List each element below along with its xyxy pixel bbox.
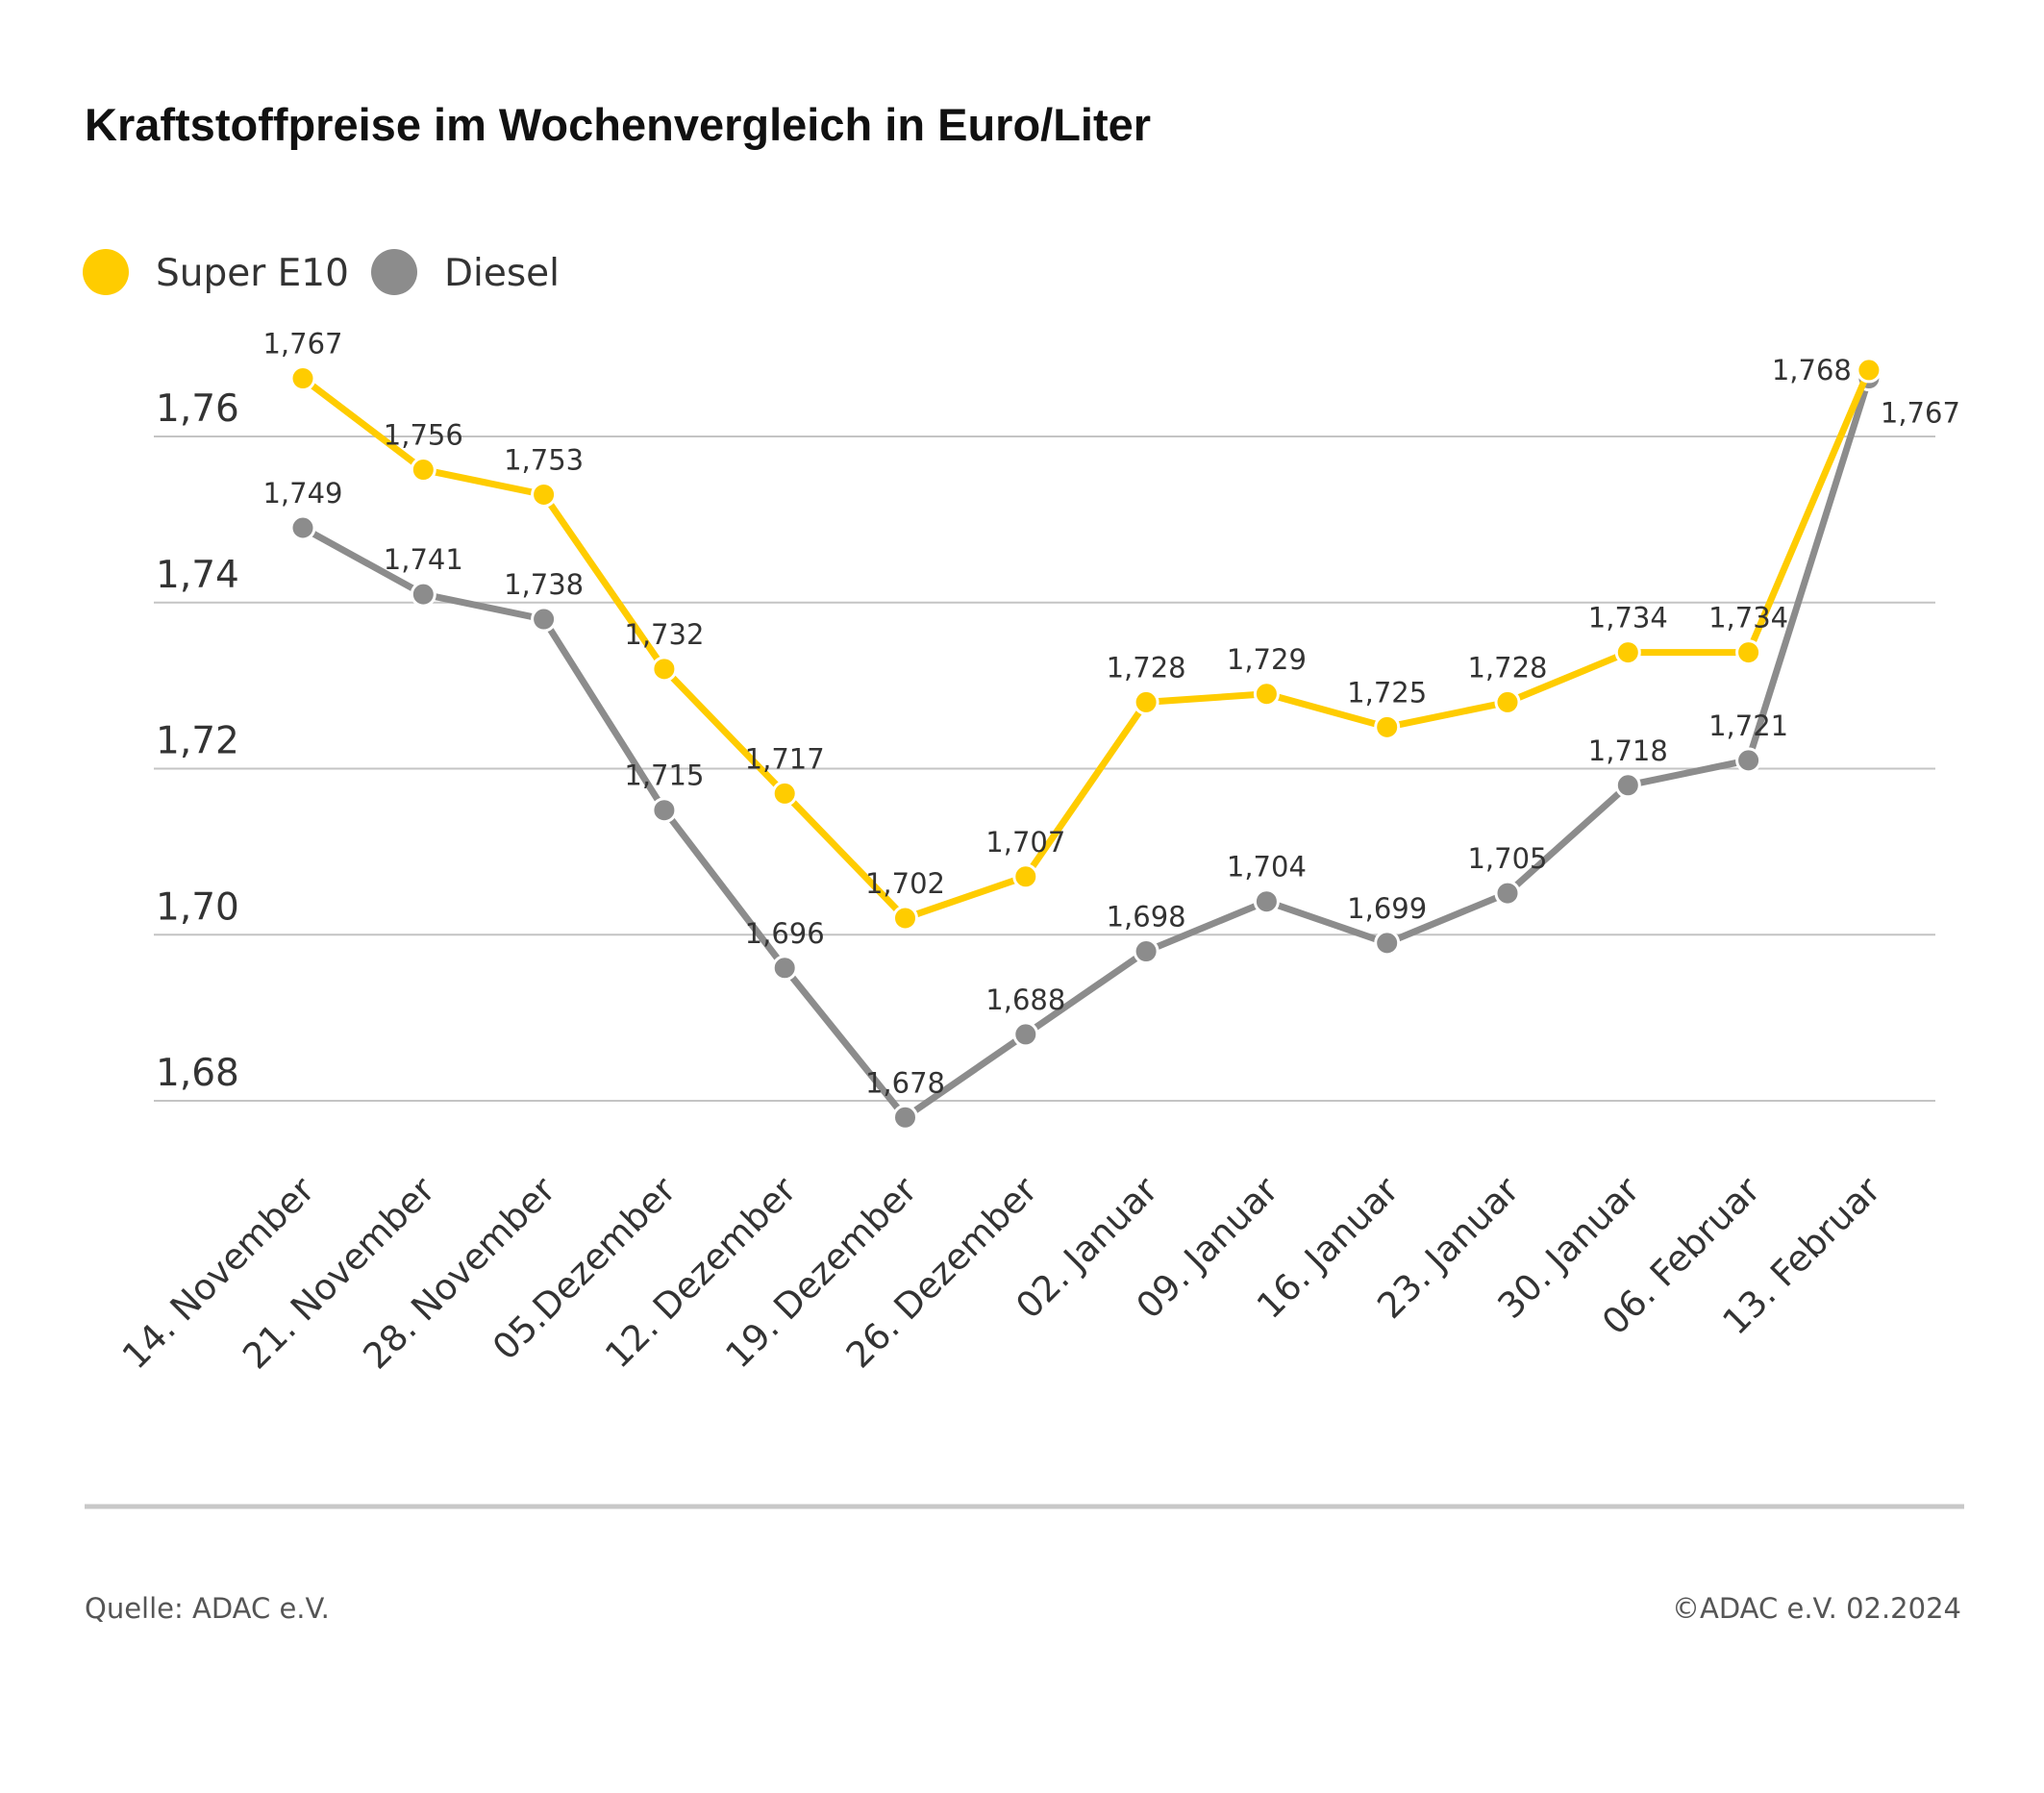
legend-label-diesel: Diesel [444, 252, 560, 295]
data-label: 1,696 [745, 917, 825, 950]
series-layer: 1,767 1,756 1,753 1,732 1,717 1,702 1,707 1,728… [262, 328, 1960, 1131]
y-axis: 1,68 1,70 1,72 1,74 1,76 [156, 387, 239, 1095]
legend-marker-diesel [371, 249, 417, 295]
data-label: 1,721 [1708, 710, 1788, 742]
data-point [771, 780, 798, 807]
legend-marker-super-e10 [83, 249, 129, 295]
data-point [289, 365, 316, 392]
data-point [1253, 888, 1280, 915]
data-label: 1,728 [1467, 651, 1547, 684]
legend: Super E10 Diesel [83, 249, 560, 295]
data-point [1012, 863, 1039, 890]
data-point [1735, 639, 1762, 666]
data-point [1133, 938, 1159, 965]
data-point [1374, 713, 1401, 740]
data-label: 1,732 [624, 618, 704, 651]
data-label: 1,678 [865, 1066, 945, 1099]
copyright-note: ©ADAC e.V. 02.2024 [1672, 1592, 1961, 1625]
chart-title: Kraftstoffpreise im Wochenvergleich in E… [85, 99, 1151, 150]
data-label: 1,702 [865, 867, 945, 900]
data-point [892, 905, 918, 932]
data-point [1133, 688, 1159, 715]
data-label: 1,699 [1347, 892, 1427, 925]
data-label: 1,738 [504, 568, 584, 601]
data-point [531, 606, 558, 633]
data-label: 1,707 [985, 826, 1065, 859]
y-tick-label: 1,72 [156, 720, 239, 763]
data-label: 1,728 [1107, 651, 1186, 684]
data-point [1614, 772, 1641, 799]
data-point [1494, 880, 1521, 907]
series-super-e10 [289, 357, 1882, 932]
data-point [651, 656, 678, 683]
data-point [1856, 357, 1882, 384]
data-point [1735, 747, 1762, 774]
data-label: 1,688 [985, 984, 1065, 1016]
data-labels: 1,767 1,756 1,753 1,732 1,717 1,702 1,707 1,728… [262, 328, 1959, 1100]
data-point [1614, 639, 1641, 666]
data-label: 1,718 [1588, 735, 1668, 767]
data-label: 1,749 [262, 477, 342, 510]
data-label: 1,715 [624, 760, 704, 792]
data-point [1374, 930, 1401, 957]
source-note: Quelle: ADAC e.V. [85, 1592, 330, 1625]
y-tick-label: 1,68 [156, 1052, 239, 1095]
data-label: 1,756 [384, 419, 463, 452]
legend-label-super-e10: Super E10 [156, 252, 349, 295]
data-point [410, 581, 436, 608]
data-point [289, 514, 316, 541]
series-line [299, 366, 1873, 922]
data-label: 1,734 [1708, 602, 1788, 635]
data-point [771, 955, 798, 982]
data-label: 1,767 [262, 328, 342, 361]
data-point [1012, 1021, 1039, 1048]
data-label: 1,741 [384, 543, 463, 576]
data-point [531, 481, 558, 508]
data-label: 1,717 [745, 742, 825, 775]
data-label: 1,704 [1227, 851, 1307, 884]
data-label: 1,767 [1881, 397, 1960, 430]
data-point [410, 457, 436, 484]
data-label: 1,698 [1107, 901, 1186, 934]
data-label: 1,725 [1347, 676, 1427, 709]
y-tick-label: 1,76 [156, 387, 239, 431]
data-label: 1,734 [1588, 602, 1668, 635]
y-tick-label: 1,70 [156, 885, 239, 929]
data-point [892, 1104, 918, 1131]
series-line [299, 375, 1873, 1121]
data-point [1253, 681, 1280, 708]
data-label: 1,768 [1772, 354, 1852, 386]
data-label: 1,753 [504, 443, 584, 476]
data-point [1494, 688, 1521, 715]
y-tick-label: 1,74 [156, 554, 239, 597]
data-point [651, 797, 678, 824]
data-label: 1,705 [1467, 842, 1547, 875]
data-label: 1,729 [1227, 643, 1307, 676]
